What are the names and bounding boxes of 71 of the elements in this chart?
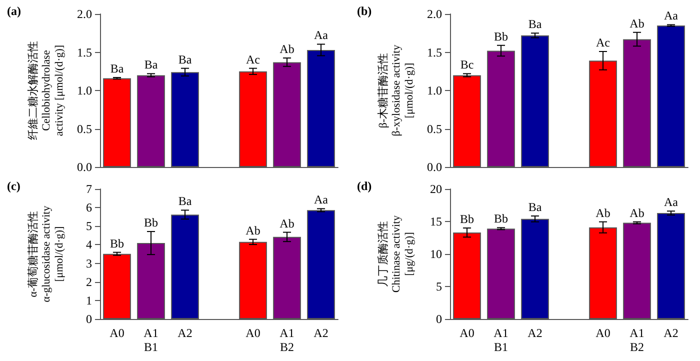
y-tick-label: 0 [86, 312, 92, 326]
text: B1 [494, 340, 508, 354]
data-label: Ba [178, 52, 192, 66]
y-tick-label: 4 [86, 238, 92, 252]
data-label: Bb [144, 216, 158, 230]
y-tick-label: 1 [86, 293, 92, 308]
y-axis-title: α-葡萄糖苷酶活性 α-glucosidase activity [μmol/(d·g)] [26, 205, 66, 302]
y-tick-label: 2.0 [77, 7, 92, 21]
y-axis-title: 纤維二糖水解酶活性 Cellobiohydrolase activity [μmol/(d·g)] [26, 41, 66, 140]
data-label: Aa [664, 8, 679, 23]
y-tick-label: 1.0 [77, 84, 92, 98]
y-tick-label: 1.5 [427, 45, 442, 60]
data-label: Bb [110, 236, 124, 250]
data-label: Bc [460, 58, 474, 72]
y-tick-label: 0.0 [427, 160, 442, 174]
x-tick-label: A2 [314, 326, 328, 340]
data-label: Bb [494, 29, 508, 44]
y-tick-label: 10 [430, 247, 442, 261]
y-tick-label: 0 [436, 312, 442, 326]
y-tick-label: 7 [86, 182, 92, 196]
x-tick-label: A2 [178, 326, 192, 340]
y-axis-title: 几丁质酶活性 Chitinase activity [μg/(d·g)] [376, 214, 416, 293]
data-label: Ba [144, 58, 158, 72]
x-tick-label: A1 [494, 326, 508, 340]
x-tick-label: A0 [246, 326, 260, 340]
data-label: Ab [280, 42, 294, 56]
data-label: Ba [528, 17, 542, 32]
data-label: Bb [494, 212, 508, 226]
data-label: Ab [246, 223, 260, 238]
y-tick-label: 3 [86, 256, 92, 270]
y-tick-label: 1.5 [77, 45, 92, 60]
y-tick-label: 0.5 [427, 122, 442, 136]
y-axis-title: β-木糖苷酶活性 β-xylosidase activity [μmol/(d·g)] [376, 44, 416, 136]
chart-title: (a) [7, 4, 21, 18]
y-tick-label: 0.0 [77, 160, 92, 174]
data-label: Ab [280, 216, 294, 230]
data-label: Ab [596, 206, 610, 220]
data-label: Ab [630, 16, 644, 30]
y-tick-label: 5 [86, 219, 92, 234]
data-label: Ba [178, 194, 192, 208]
data-label: Ac [246, 52, 260, 66]
x-tick-label: A1 [144, 326, 158, 340]
data-label: Aa [314, 28, 329, 42]
text: B1 [144, 340, 158, 354]
x-tick-label: A2 [528, 326, 542, 340]
chart-title: (d) [357, 179, 372, 193]
chart-title: (c) [7, 179, 20, 193]
y-tick-label: 15 [430, 214, 442, 228]
chart-title: (b) [357, 4, 372, 18]
y-tick-label: 20 [430, 182, 442, 196]
y-tick-label: 5 [436, 280, 442, 294]
data-label: Aa [664, 195, 679, 210]
x-tick-label: A0 [460, 326, 474, 340]
text: B2 [630, 340, 644, 354]
data-label: Ba [110, 61, 124, 76]
x-tick-label: A0 [110, 326, 124, 340]
x-tick-label: A1 [630, 326, 644, 340]
x-tick-label: A2 [664, 326, 678, 340]
data-label: Ac [596, 35, 610, 50]
y-tick-label: 2.0 [427, 7, 442, 21]
y-tick-label: 6 [86, 200, 92, 215]
y-tick-label: 0.5 [77, 122, 92, 136]
y-tick-label: 1.0 [427, 84, 442, 98]
data-label: Ab [630, 206, 644, 220]
x-tick-label: A0 [596, 326, 610, 340]
data-label: Bb [460, 212, 474, 226]
y-tick-label: 2 [86, 274, 92, 289]
data-label: Ba [528, 200, 542, 214]
text: B2 [280, 340, 294, 354]
x-tick-label: A1 [280, 326, 294, 340]
data-label: Aa [314, 192, 329, 207]
